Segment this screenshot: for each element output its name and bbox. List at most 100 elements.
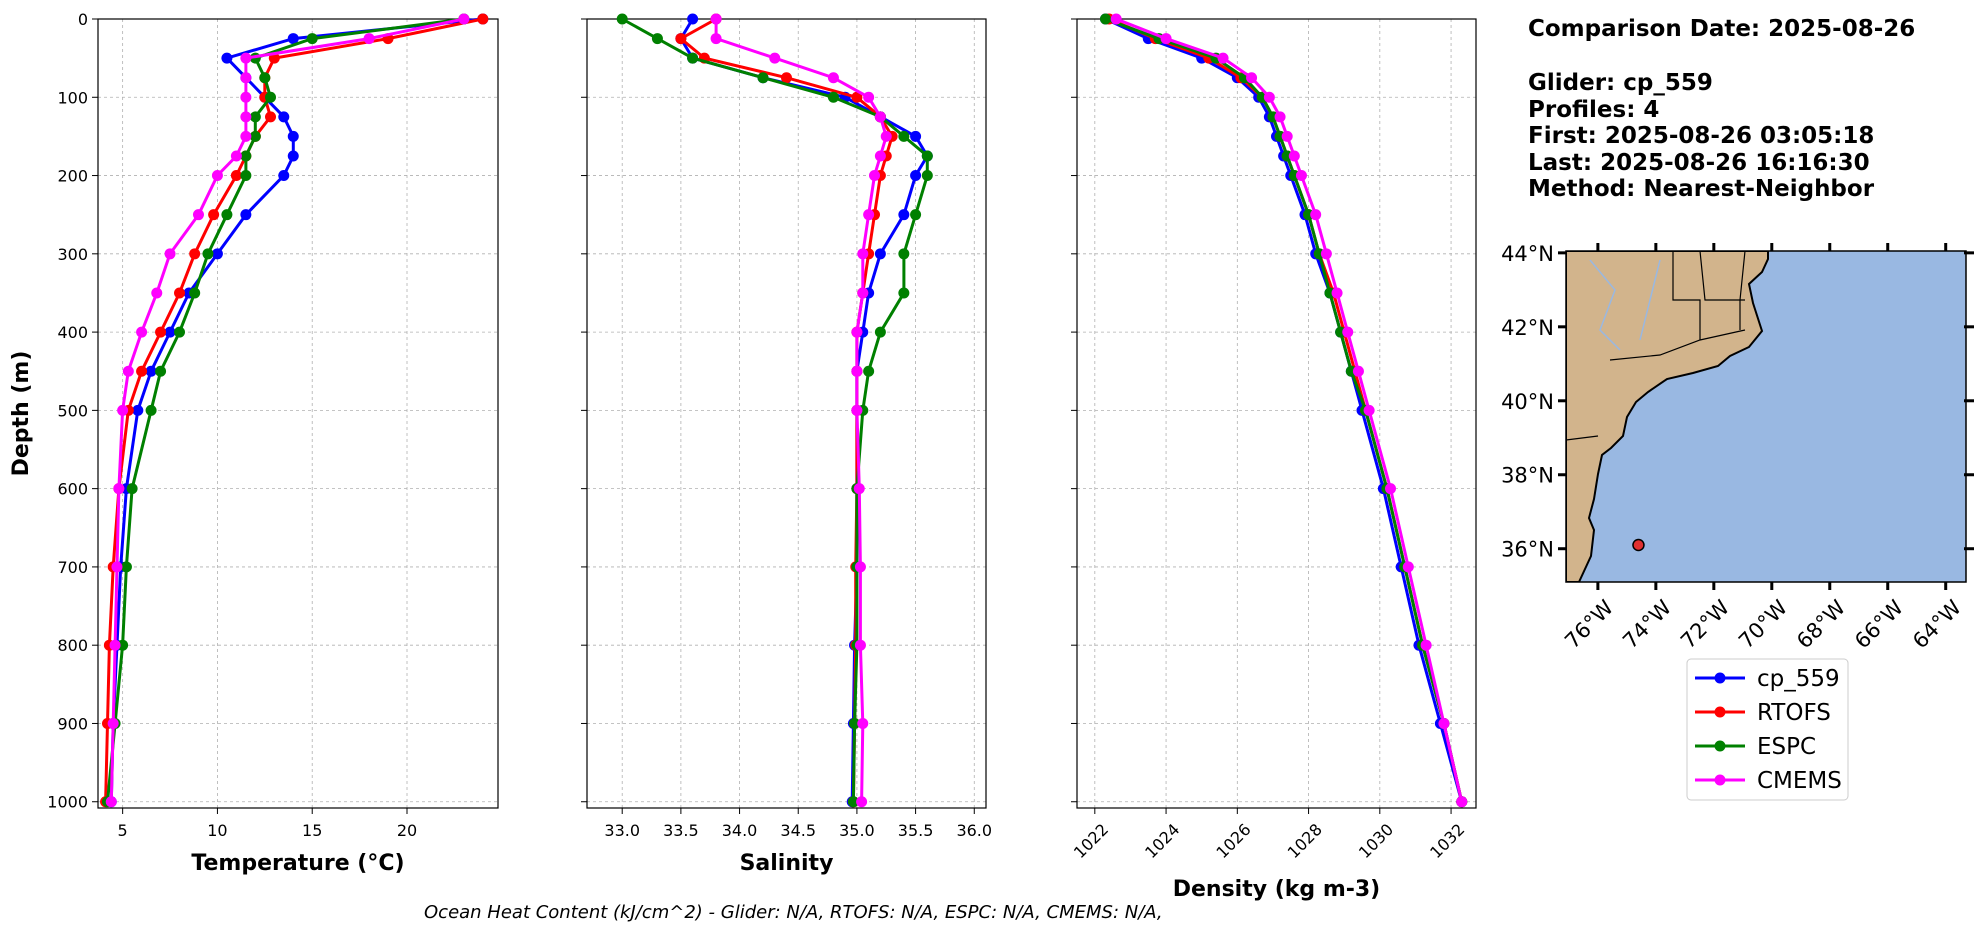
x-tick-label: 5 [118, 821, 128, 840]
profile-marker [240, 150, 252, 162]
profile-marker [910, 209, 922, 221]
profile-marker [857, 717, 869, 729]
lon-tick-label: 70°W [1734, 595, 1792, 653]
x-tick-label: 1024 [1141, 820, 1183, 862]
profile-marker [874, 248, 886, 260]
profile-marker [1352, 365, 1364, 377]
profile-marker [847, 796, 859, 808]
lon-tick-label: 74°W [1618, 595, 1676, 653]
info-line: Glider: cp_559 [1528, 70, 1713, 96]
y-tick-label: 800 [57, 636, 88, 655]
profile-marker [145, 404, 157, 416]
profile-marker [874, 111, 886, 123]
profile-marker [122, 365, 134, 377]
profile-marker [306, 33, 318, 45]
legend-marker [1714, 740, 1726, 752]
profile-marker [1438, 717, 1450, 729]
map [1565, 250, 1967, 583]
lon-tick-label: 72°W [1676, 595, 1734, 653]
info-line: Comparison Date: 2025-08-26 [1528, 16, 1915, 42]
y-tick-label: 100 [57, 88, 88, 107]
x-axis-label: Temperature (°C) [191, 851, 404, 876]
legend: cp_559 RTOFS ESPC CMEMS [1686, 658, 1849, 801]
x-tick-label: 20 [397, 821, 417, 840]
profile-marker [857, 248, 869, 260]
profile-marker [651, 33, 663, 45]
profile-marker [827, 72, 839, 84]
profile-marker [863, 209, 875, 221]
profile-marker [863, 91, 875, 103]
profile-marker [164, 326, 176, 338]
profile-marker [769, 52, 781, 64]
x-tick-label: 10 [207, 821, 227, 840]
profile-marker [221, 52, 233, 64]
profile-marker [849, 717, 861, 729]
lon-tick-label: 76°W [1560, 595, 1618, 653]
profile-marker [880, 130, 892, 142]
profile-marker [1420, 639, 1432, 651]
legend-box [1686, 658, 1849, 801]
profile-marker [863, 365, 875, 377]
profile-marker [1331, 287, 1343, 299]
profile-marker [874, 150, 886, 162]
profile-marker [857, 287, 869, 299]
profile-marker [1456, 796, 1468, 808]
profile-marker [145, 365, 157, 377]
profile-marker [113, 483, 125, 495]
profile-marker [109, 639, 121, 651]
lat-tick-label: 44°N [1501, 242, 1554, 266]
y-tick-label: 900 [57, 714, 88, 733]
profile-marker [132, 404, 144, 416]
profile-marker [174, 287, 186, 299]
x-tick-label: 33.0 [604, 821, 640, 840]
profile-marker [174, 326, 186, 338]
profile-marker [1263, 91, 1275, 103]
profile-marker [265, 91, 277, 103]
profile-marker [278, 111, 290, 123]
legend-marker [1714, 706, 1726, 718]
lat-tick-label: 38°N [1501, 464, 1554, 488]
profile-marker [710, 33, 722, 45]
profile-marker [211, 170, 223, 182]
profile-marker [921, 170, 933, 182]
footer: Ocean Heat Content (kJ/cm^2) - Glider: N… [424, 902, 1163, 923]
y-tick-label: 600 [57, 480, 88, 499]
profile-marker [230, 170, 242, 182]
profile-marker [363, 33, 375, 45]
profile-marker [259, 72, 271, 84]
state-borders [1699, 251, 1745, 301]
x-tick-label: 1030 [1355, 820, 1397, 862]
profile-marker [1274, 111, 1286, 123]
glider-location [1632, 538, 1645, 552]
profile-marker [874, 326, 886, 338]
profile-marker [1295, 170, 1307, 182]
profile-marker [1320, 248, 1332, 260]
legend-label: RTOFS [1757, 700, 1831, 726]
map-frame [1565, 250, 1967, 583]
x-axis-label: Salinity [740, 851, 834, 876]
y-tick-label: 200 [57, 167, 88, 186]
profile-marker [851, 326, 863, 338]
profile-marker [265, 111, 277, 123]
profile-marker [675, 33, 687, 45]
profile-marker [710, 13, 722, 25]
profile-marker [898, 130, 910, 142]
profile-marker [249, 111, 261, 123]
axes-frame [1076, 18, 1477, 809]
profile-marker [202, 248, 214, 260]
x-tick-label: 35.5 [898, 821, 934, 840]
profile-marker [117, 639, 129, 651]
profile-marker [240, 130, 252, 142]
profile-marker [853, 483, 865, 495]
land [1566, 251, 1769, 582]
x-tick-label: 34.5 [780, 821, 816, 840]
profile-marker [458, 13, 470, 25]
profile-marker [105, 796, 117, 808]
profile-marker [1402, 561, 1414, 573]
x-axis-label: Density (kg m-3) [1173, 877, 1381, 902]
x-tick-label: 36.0 [956, 821, 992, 840]
profile-marker [155, 326, 167, 338]
profile-marker [211, 248, 223, 260]
profile-marker [164, 248, 176, 260]
